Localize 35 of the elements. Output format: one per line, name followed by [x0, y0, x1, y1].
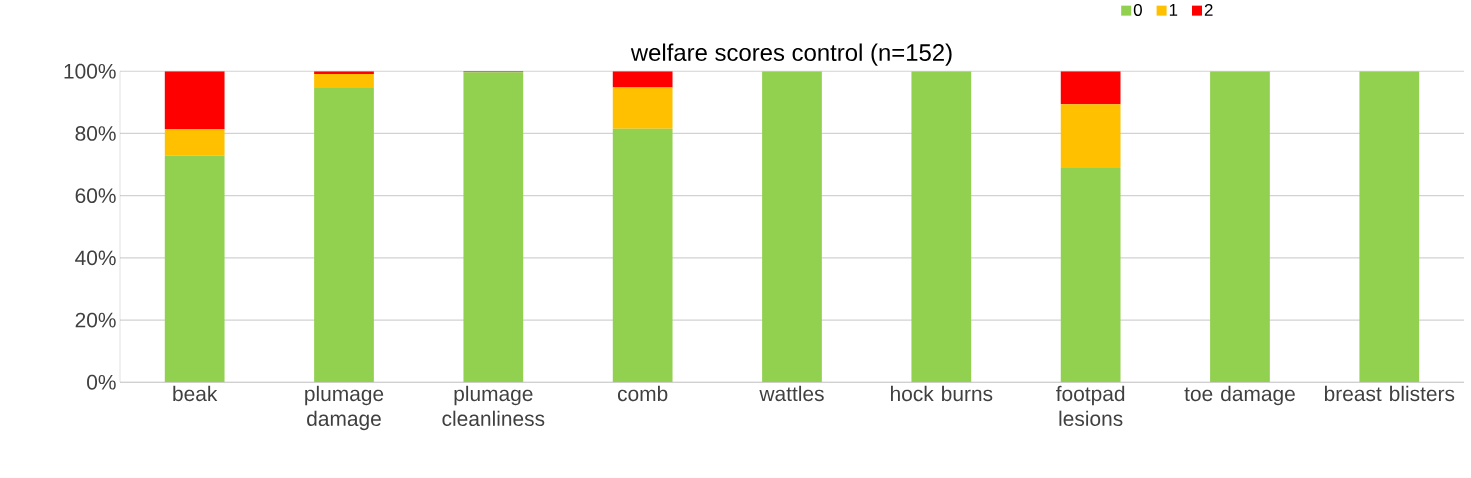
bar: [612, 87, 673, 129]
bar: [164, 128, 225, 156]
bar: [762, 71, 822, 383]
legend-label: 1: [1169, 3, 1178, 16]
y-tick-label: 0%: [87, 374, 116, 390]
bar: [463, 72, 524, 383]
x-tick-label: toe damage: [1184, 385, 1295, 406]
legend-label: 2: [1204, 3, 1213, 16]
y-tick-label: 80%: [75, 125, 116, 141]
bar: [911, 71, 972, 383]
bar: [314, 73, 374, 88]
chart-title: welfare scores control (n=152): [630, 43, 952, 66]
bar: [1210, 71, 1270, 383]
bar: [314, 87, 374, 383]
x-tick-label: breast blisters: [1324, 385, 1455, 402]
bar: [1060, 71, 1121, 105]
x-tick-label: plumage cleanliness: [442, 385, 545, 426]
x-tick-label: beak: [173, 385, 218, 402]
y-tick-label: 100%: [64, 63, 116, 79]
x-tick-label: comb: [617, 385, 668, 402]
bar: [612, 71, 673, 88]
bar: [1060, 167, 1121, 383]
x-tick-label: wattles: [759, 385, 824, 402]
x-tick-label: footpad lesions: [1056, 385, 1125, 426]
bar: [164, 71, 225, 129]
bar: [1359, 71, 1420, 383]
x-tick-label: hock burns: [891, 385, 993, 402]
legend-label: 0: [1133, 3, 1142, 16]
y-tick-label: 60%: [75, 188, 116, 203]
y-tick-label: 20%: [75, 312, 116, 328]
bar: [164, 155, 225, 383]
x-tick-label: plumage damage: [305, 385, 384, 431]
y-tick-label: 40%: [75, 250, 116, 266]
bar: [612, 128, 673, 383]
bar: [1060, 104, 1121, 168]
